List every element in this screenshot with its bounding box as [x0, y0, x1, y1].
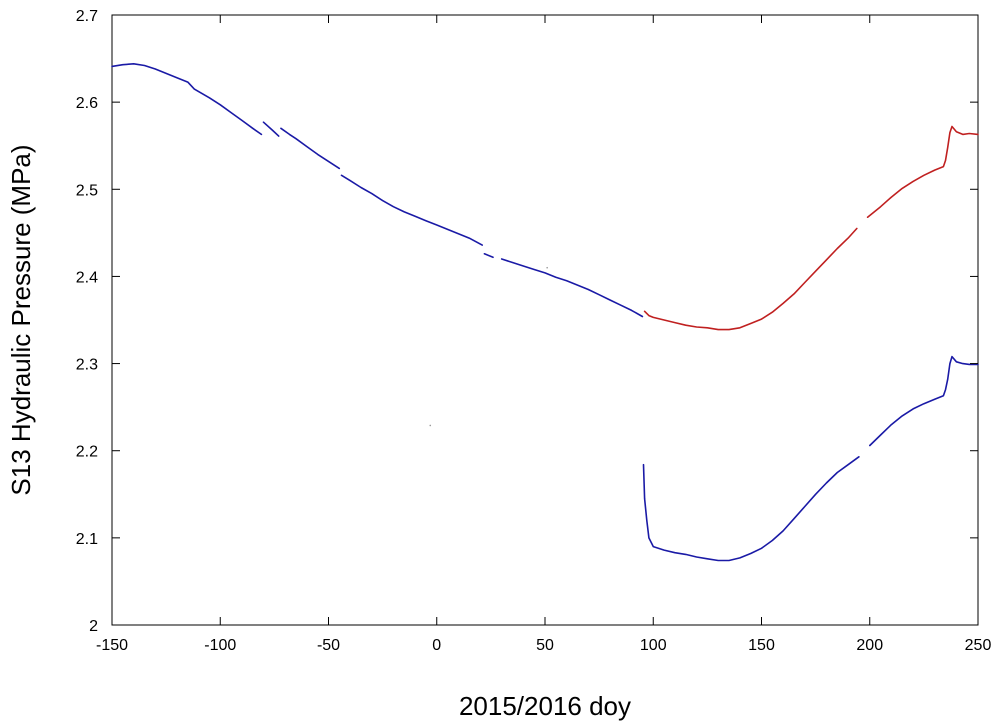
y-tick-label: 2.6	[76, 95, 98, 112]
y-tick-label: 2.4	[76, 269, 98, 286]
series-line-1	[280, 127, 341, 170]
y-tick-label: 2.1	[76, 531, 98, 548]
y-tick-label: 2.3	[76, 357, 98, 374]
x-axis-title: 2015/2016 doy	[459, 691, 631, 721]
outlier-point	[546, 266, 548, 269]
x-tick-label: -100	[204, 637, 236, 654]
x-tick-label: 150	[748, 637, 775, 654]
x-tick-label: -150	[96, 637, 128, 654]
series-line-1	[111, 63, 263, 136]
series-line-1	[500, 258, 644, 318]
y-tick-label: 2.5	[76, 182, 98, 199]
x-tick-label: 50	[536, 637, 554, 654]
y-tick-label: 2	[89, 618, 98, 635]
x-tick-label: 250	[965, 637, 992, 654]
y-axis-title: S13 Hydraulic Pressure (MPa)	[6, 144, 36, 495]
x-tick-label: 200	[856, 637, 883, 654]
y-tick-label: 2.7	[76, 8, 98, 25]
x-tick-label: 100	[640, 637, 667, 654]
series-line-1	[262, 121, 280, 137]
series-line-1	[340, 174, 483, 246]
series-line-2	[643, 227, 858, 331]
series-line-1	[483, 253, 494, 259]
y-tick-label: 2.2	[76, 444, 98, 461]
series-line-1	[869, 355, 979, 447]
series-line-1	[642, 456, 860, 562]
outlier-point	[429, 424, 432, 427]
series-layer	[111, 63, 979, 562]
x-tick-label: 0	[432, 637, 441, 654]
tick-layer: -150 -100 -50 0 50 100 150 200 250 2 2.1 2.2 2.3 2.4 2…	[76, 8, 992, 654]
series-line-2	[866, 125, 979, 218]
plot-area-frame	[111, 14, 979, 626]
x-tick-label: -50	[317, 637, 340, 654]
